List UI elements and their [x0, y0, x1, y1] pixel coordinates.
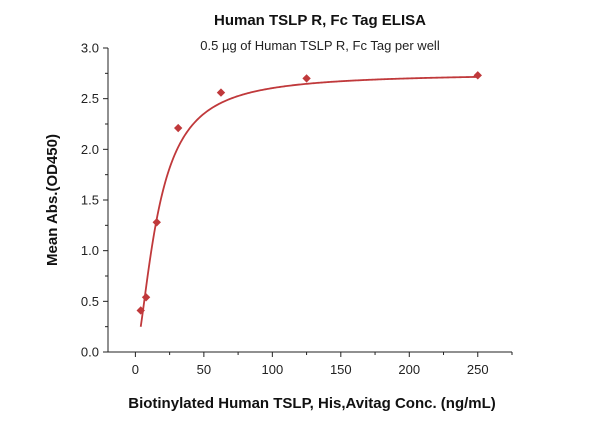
x-axis-ticks: 0 50 100 150 200 250 [132, 352, 513, 377]
data-point-diamond [473, 71, 482, 80]
data-point-diamond [141, 293, 151, 302]
x-tick-label: 100 [261, 362, 283, 377]
data-point-diamond [216, 88, 226, 97]
y-tick-label: 1.5 [81, 193, 99, 208]
data-point-diamond [152, 218, 161, 227]
x-tick-label: 250 [467, 362, 489, 377]
y-axis-ticks: 0.0 0.5 1.0 1.5 2.0 2.5 3.0 [81, 41, 108, 360]
chart-title: Human TSLP R, Fc Tag ELISA [214, 12, 426, 29]
x-tick-label: 50 [197, 362, 211, 377]
chart-subtitle: 0.5 µg of Human TSLP R, Fc Tag per well [200, 38, 440, 53]
x-tick-label: 150 [330, 362, 352, 377]
y-tick-label: 2.0 [81, 142, 99, 157]
data-point-diamond [136, 306, 145, 315]
y-tick-label: 1.0 [81, 243, 99, 258]
y-tick-label: 0.5 [81, 294, 99, 309]
y-tick-label: 3.0 [81, 41, 99, 56]
y-axis-title: Mean Abs.(OD450) [44, 134, 61, 266]
x-tick-label: 200 [398, 362, 420, 377]
fit-curve [139, 75, 478, 327]
data-point-diamond [302, 74, 311, 83]
x-tick-label: 0 [132, 362, 139, 377]
y-tick-label: 2.5 [81, 91, 99, 106]
y-tick-label: 0.0 [81, 345, 99, 360]
data-point-diamond [173, 123, 183, 133]
x-axis-title: Biotinylated Human TSLP, His,Avitag Conc… [128, 395, 496, 412]
data-points [136, 71, 482, 315]
